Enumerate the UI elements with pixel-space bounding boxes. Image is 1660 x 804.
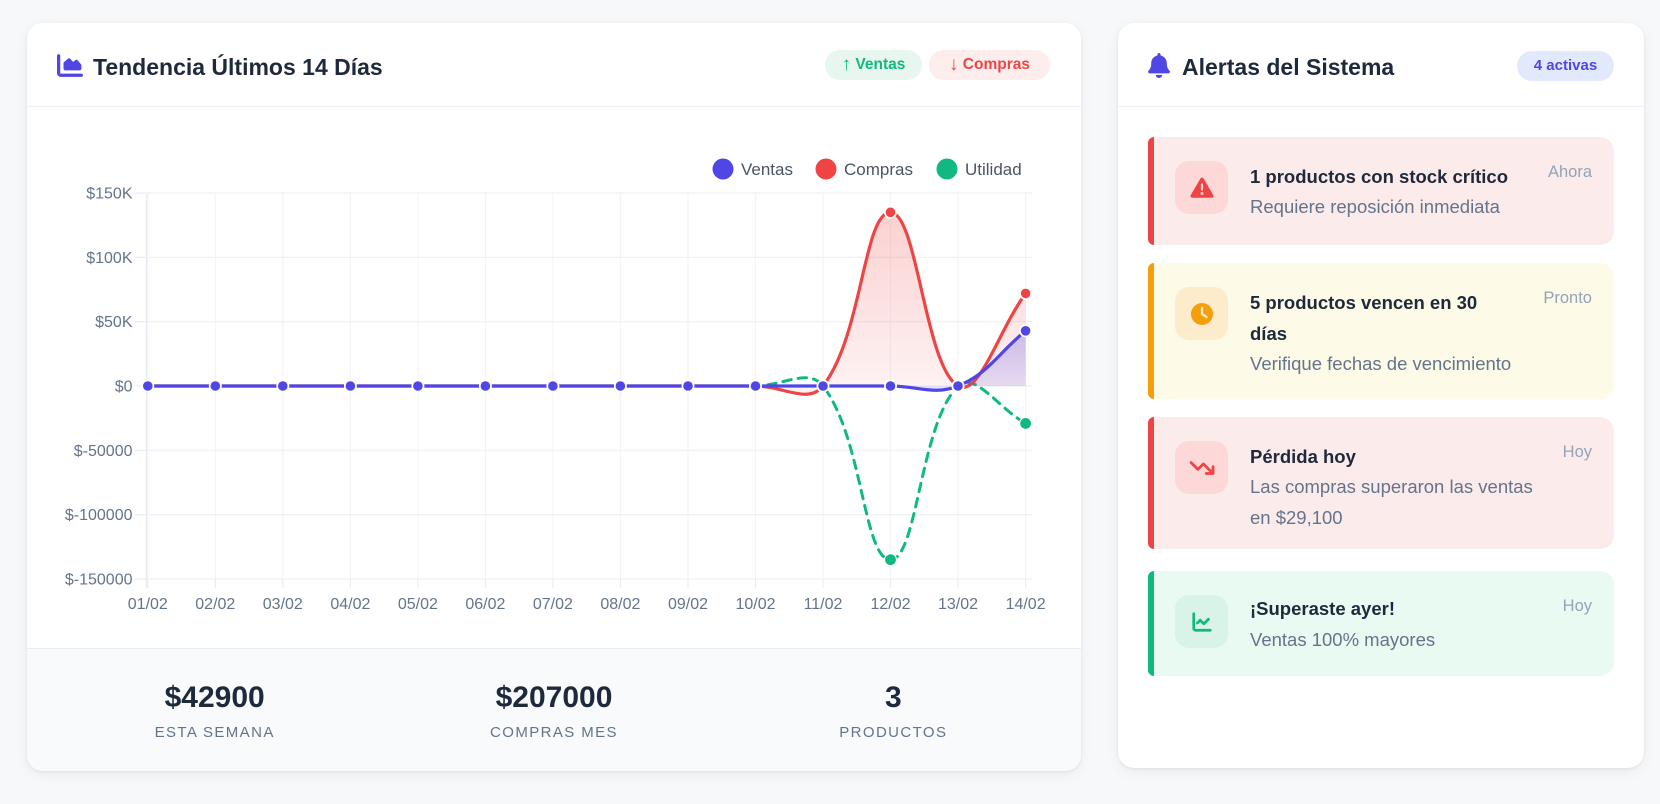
svg-text:$0: $0 (115, 379, 133, 396)
svg-text:01/02: 01/02 (128, 596, 168, 613)
svg-text:03/02: 03/02 (263, 596, 303, 613)
svg-text:Utilidad: Utilidad (965, 160, 1022, 179)
svg-text:08/02: 08/02 (600, 596, 640, 613)
svg-text:13/02: 13/02 (938, 596, 978, 613)
svg-text:06/02: 06/02 (465, 596, 505, 613)
svg-text:$-100000: $-100000 (65, 507, 133, 524)
svg-text:07/02: 07/02 (533, 596, 573, 613)
svg-text:$-50000: $-50000 (74, 443, 133, 460)
svg-text:$50K: $50K (95, 314, 133, 331)
svg-text:$-150000: $-150000 (65, 572, 133, 589)
svg-text:09/02: 09/02 (668, 596, 708, 613)
svg-text:10/02: 10/02 (735, 596, 775, 613)
svg-text:05/02: 05/02 (398, 596, 438, 613)
svg-text:12/02: 12/02 (870, 596, 910, 613)
svg-text:$150K: $150K (86, 186, 133, 203)
svg-text:14/02: 14/02 (1006, 596, 1046, 613)
svg-text:Ventas: Ventas (741, 160, 793, 179)
svg-text:02/02: 02/02 (195, 596, 235, 613)
svg-text:04/02: 04/02 (330, 596, 370, 613)
svg-text:$100K: $100K (86, 250, 133, 267)
svg-text:Compras: Compras (844, 160, 913, 179)
svg-text:11/02: 11/02 (804, 596, 843, 613)
